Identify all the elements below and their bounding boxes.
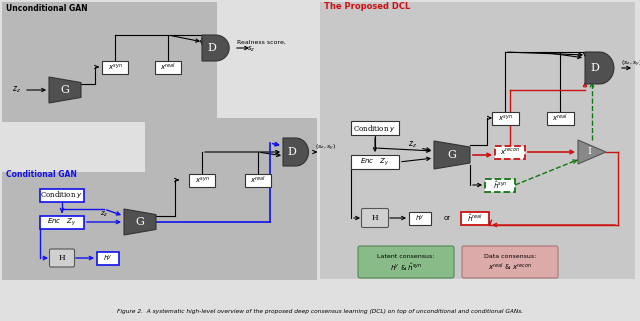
- FancyBboxPatch shape: [2, 2, 217, 122]
- Text: Condition $y$: Condition $y$: [40, 189, 83, 201]
- FancyBboxPatch shape: [102, 60, 128, 74]
- Text: $z_z$: $z_z$: [100, 209, 108, 219]
- Text: H: H: [59, 254, 65, 262]
- FancyBboxPatch shape: [40, 188, 84, 202]
- Text: $Enc$   $Z_y$: $Enc$ $Z_y$: [360, 156, 390, 168]
- Text: D: D: [591, 63, 600, 73]
- Text: $(s_z, s_y)$: $(s_z, s_y)$: [621, 59, 640, 69]
- Text: Unconditional GAN: Unconditional GAN: [6, 4, 88, 13]
- Text: Condition $y$: Condition $y$: [353, 123, 397, 134]
- Text: H: H: [372, 214, 378, 222]
- Text: $h^y$ & $\hat{h}^{syn}$: $h^y$ & $\hat{h}^{syn}$: [390, 261, 422, 273]
- FancyBboxPatch shape: [245, 173, 271, 187]
- Text: $x^{real}$: $x^{real}$: [250, 174, 266, 186]
- Text: $x^{syn}$: $x^{syn}$: [195, 175, 209, 185]
- Text: $x^{recon}$: $x^{recon}$: [500, 147, 520, 157]
- FancyBboxPatch shape: [189, 173, 215, 187]
- Text: $Enc$   $Z_y$: $Enc$ $Z_y$: [47, 216, 77, 228]
- Polygon shape: [49, 77, 81, 103]
- Polygon shape: [578, 140, 606, 164]
- FancyBboxPatch shape: [49, 249, 74, 267]
- Text: $s_z$: $s_z$: [247, 44, 255, 54]
- FancyBboxPatch shape: [145, 118, 317, 280]
- Text: $x^{syn}$: $x^{syn}$: [108, 62, 122, 72]
- Text: $x^{syn}$: $x^{syn}$: [497, 113, 513, 123]
- Text: $\hat{h}^{syn}$: $\hat{h}^{syn}$: [493, 179, 508, 191]
- Text: $x^{real}$: $x^{real}$: [552, 112, 568, 124]
- Text: $h^y$: $h^y$: [103, 253, 113, 263]
- Polygon shape: [202, 35, 229, 61]
- Text: $h^y$: $h^y$: [415, 213, 425, 223]
- FancyBboxPatch shape: [409, 212, 431, 224]
- Text: G: G: [136, 217, 145, 227]
- Text: I: I: [587, 148, 591, 157]
- Text: or: or: [444, 215, 451, 221]
- Text: Latent consensus:: Latent consensus:: [378, 255, 435, 259]
- Text: $\hat{h}^{real}$: $\hat{h}^{real}$: [467, 212, 483, 224]
- Text: $z_z$: $z_z$: [408, 140, 417, 150]
- Text: The Proposed DCL: The Proposed DCL: [324, 2, 410, 11]
- FancyBboxPatch shape: [358, 246, 454, 278]
- Text: $z_z$: $z_z$: [12, 85, 21, 95]
- FancyBboxPatch shape: [351, 121, 399, 135]
- Text: D: D: [287, 147, 296, 157]
- FancyBboxPatch shape: [155, 60, 181, 74]
- FancyBboxPatch shape: [97, 251, 119, 265]
- FancyBboxPatch shape: [462, 246, 558, 278]
- FancyBboxPatch shape: [461, 212, 489, 224]
- Polygon shape: [124, 209, 156, 235]
- Text: $x^{real}$ & $x^{recon}$: $x^{real}$ & $x^{recon}$: [488, 261, 532, 273]
- Text: G: G: [61, 85, 69, 95]
- Text: Conditional GAN: Conditional GAN: [6, 170, 77, 179]
- Text: D: D: [207, 43, 216, 53]
- Text: $x^{real}$: $x^{real}$: [160, 61, 176, 73]
- Text: Realness score,: Realness score,: [237, 39, 286, 45]
- Polygon shape: [585, 52, 614, 84]
- Polygon shape: [283, 138, 308, 166]
- FancyBboxPatch shape: [485, 178, 515, 192]
- Polygon shape: [434, 141, 470, 169]
- Text: Figure 2.  A systematic high-level overview of the proposed deep consensus learn: Figure 2. A systematic high-level overvi…: [117, 309, 523, 315]
- Text: $(s_z, s_y)$: $(s_z, s_y)$: [315, 143, 336, 153]
- FancyBboxPatch shape: [351, 155, 399, 169]
- Text: G: G: [447, 150, 456, 160]
- FancyBboxPatch shape: [547, 111, 573, 125]
- FancyBboxPatch shape: [320, 2, 635, 279]
- FancyBboxPatch shape: [2, 172, 187, 280]
- FancyBboxPatch shape: [362, 209, 388, 228]
- FancyBboxPatch shape: [492, 111, 518, 125]
- FancyBboxPatch shape: [495, 145, 525, 159]
- Text: Data consensus:: Data consensus:: [484, 255, 536, 259]
- FancyBboxPatch shape: [40, 215, 84, 229]
